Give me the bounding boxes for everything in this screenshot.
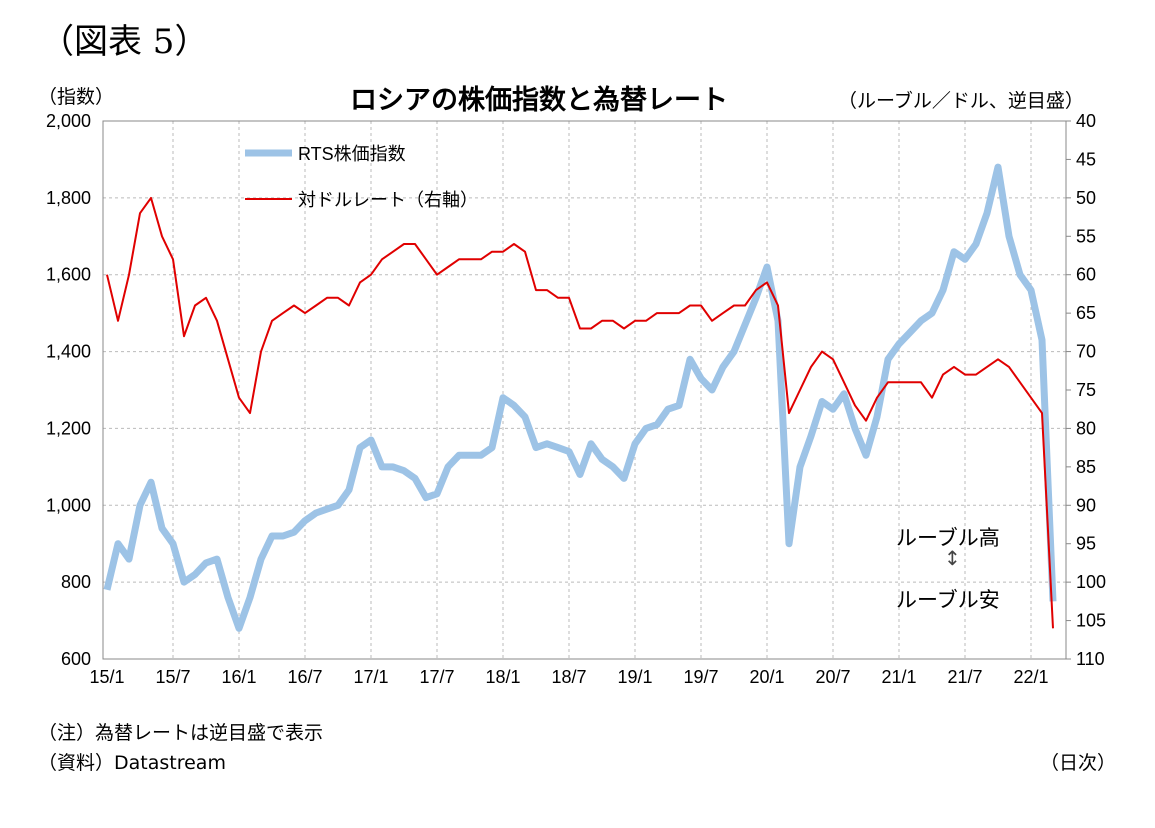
y2-tick-label: 75 bbox=[1076, 380, 1096, 400]
x-tick-label: 17/7 bbox=[419, 667, 454, 687]
x-tick-label: 19/7 bbox=[683, 667, 718, 687]
y2-tick-label: 90 bbox=[1076, 495, 1096, 515]
y2-tick-label: 95 bbox=[1076, 534, 1096, 554]
y2-tick-label: 45 bbox=[1076, 149, 1096, 169]
annotation-ruble-strong: ルーブル高 bbox=[896, 526, 1000, 550]
frequency-text: （日次） bbox=[1040, 752, 1117, 774]
y-tick-label: 1,600 bbox=[46, 265, 91, 285]
annotation-ruble-weak: ルーブル安 bbox=[896, 588, 1000, 612]
left-axis-unit: （指数） bbox=[38, 86, 115, 108]
right-axis-unit: （ルーブル／ドル、逆目盛） bbox=[838, 90, 1084, 112]
series-line-rts bbox=[103, 163, 1057, 632]
x-tick-label: 21/1 bbox=[881, 667, 916, 687]
y2-tick-label: 85 bbox=[1076, 457, 1096, 477]
series-line-fx bbox=[106, 196, 1054, 629]
y-tick-label: 1,400 bbox=[46, 342, 91, 362]
legend-label-rts: RTS株価指数 bbox=[298, 144, 406, 164]
x-tick-label: 15/7 bbox=[155, 667, 190, 687]
y-tick-label: 600 bbox=[61, 649, 91, 669]
x-tick-label: 18/7 bbox=[551, 667, 586, 687]
x-tick-label: 19/1 bbox=[617, 667, 652, 687]
x-tick-label: 21/7 bbox=[947, 667, 982, 687]
y-tick-label: 1,800 bbox=[46, 188, 91, 208]
y-tick-label: 2,000 bbox=[46, 111, 91, 131]
y-tick-label: 800 bbox=[61, 572, 91, 592]
x-tick-label: 15/1 bbox=[89, 667, 124, 687]
note-text: （注）為替レートは逆目盛で表示 bbox=[38, 722, 324, 744]
y-tick-label: 1,000 bbox=[46, 495, 91, 515]
x-tick-label: 22/1 bbox=[1013, 667, 1048, 687]
x-tick-label: 16/1 bbox=[221, 667, 256, 687]
figure-label: （図表 5） bbox=[40, 22, 209, 62]
y-tick-label: 1,200 bbox=[46, 418, 91, 438]
y2-tick-label: 50 bbox=[1076, 188, 1096, 208]
y2-tick-label: 55 bbox=[1076, 226, 1096, 246]
x-tick-label: 20/7 bbox=[815, 667, 850, 687]
annotation-arrow-icon: ↕ bbox=[944, 546, 961, 570]
y2-tick-label: 40 bbox=[1076, 111, 1096, 131]
x-tick-label: 18/1 bbox=[485, 667, 520, 687]
x-tick-label: 16/7 bbox=[287, 667, 322, 687]
y2-tick-label: 100 bbox=[1076, 572, 1106, 592]
y2-tick-label: 70 bbox=[1076, 342, 1096, 362]
y2-tick-label: 60 bbox=[1076, 265, 1096, 285]
y2-tick-label: 80 bbox=[1076, 418, 1096, 438]
y2-tick-label: 110 bbox=[1076, 649, 1105, 669]
plot-area-border bbox=[102, 120, 1067, 660]
y2-tick-label: 65 bbox=[1076, 303, 1096, 323]
chart-title: ロシアの株価指数と為替レート bbox=[350, 85, 728, 116]
x-tick-label: 20/1 bbox=[749, 667, 784, 687]
x-tick-label: 17/1 bbox=[353, 667, 388, 687]
y2-tick-label: 105 bbox=[1076, 611, 1106, 631]
source-text: （資料）Datastream bbox=[38, 752, 226, 774]
legend-label-fx: 対ドルレート（右軸） bbox=[298, 190, 478, 210]
